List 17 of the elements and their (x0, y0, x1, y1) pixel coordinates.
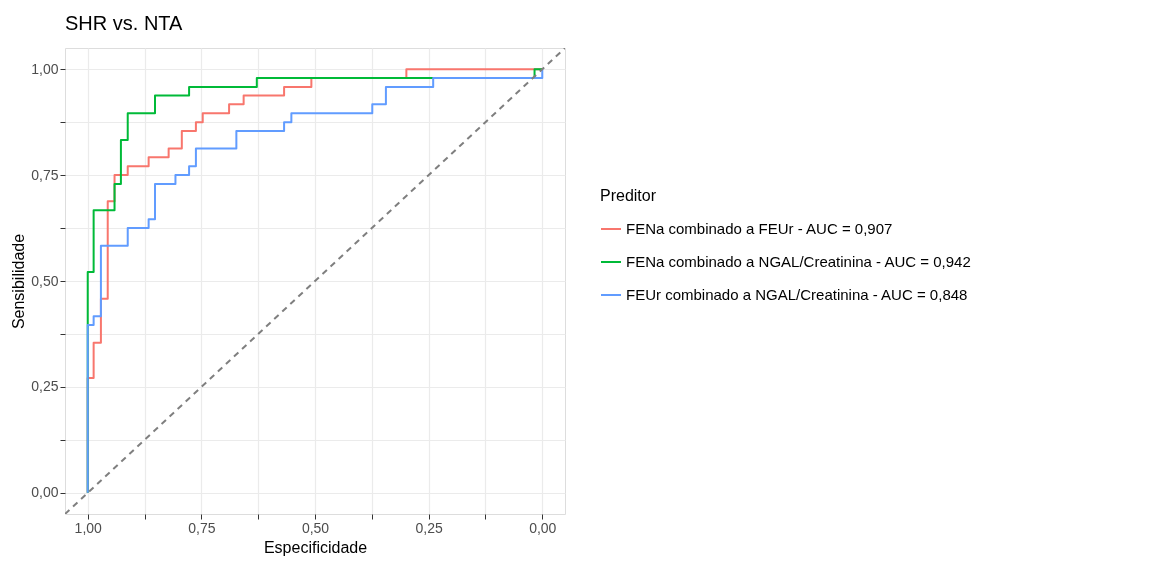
y-axis-title: Sensibilidade (10, 233, 28, 330)
legend-label: FENa combinado a FEUr - AUC = 0,907 (626, 220, 893, 237)
legend-title: Preditor (600, 187, 657, 204)
legend-label: FEUr combinado a NGAL/Creatinina - AUC = 0,848 (626, 286, 968, 303)
x-tick-label: 0,75 (188, 519, 216, 536)
y-tick-label: 0,25 (31, 378, 59, 395)
y-tick-label: 1,00 (31, 60, 59, 77)
legend-label: FENa combinado a NGAL/Creatinina - AUC = 0,942 (626, 253, 971, 270)
chart-title: SHR vs. NTA (65, 12, 184, 34)
y-tick-label: 0,75 (31, 166, 59, 183)
y-tick-label: 0,00 (31, 484, 59, 501)
x-tick-label: 0,50 (301, 519, 330, 536)
x-tick-label: 0,25 (415, 519, 443, 536)
x-tick-label: 1,00 (74, 519, 103, 536)
x-tick-label: 0,00 (529, 519, 557, 536)
y-tick-label: 0,50 (31, 272, 59, 289)
x-axis-title: Especificidade (263, 538, 368, 556)
